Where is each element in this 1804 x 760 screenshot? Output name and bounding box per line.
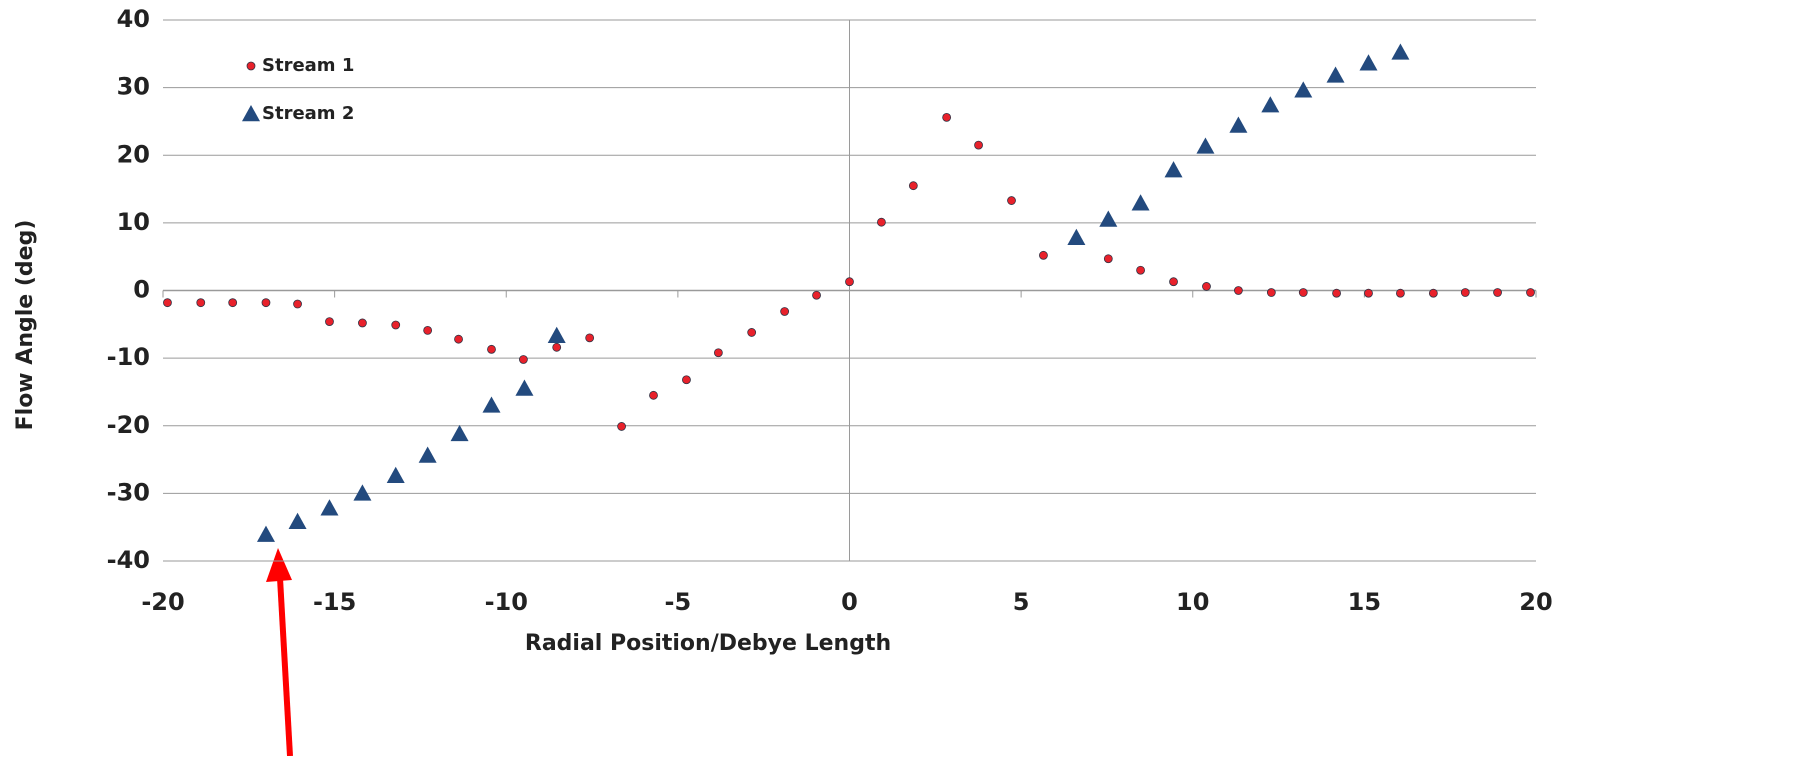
triangle-marker bbox=[547, 326, 566, 344]
circle-marker bbox=[487, 344, 496, 354]
triangle-marker bbox=[1294, 81, 1313, 98]
circle-marker bbox=[196, 298, 206, 308]
x-tick-label: 0 bbox=[841, 588, 858, 616]
x-tick-label: -10 bbox=[485, 588, 528, 616]
legend-entry: Stream 2 bbox=[262, 103, 354, 124]
triangle-marker bbox=[1261, 96, 1280, 113]
circle-marker bbox=[1396, 288, 1405, 298]
legend-marker bbox=[246, 61, 256, 71]
legend-entry: Stream 1 bbox=[262, 55, 354, 76]
y-tick-label: 30 bbox=[117, 73, 150, 101]
annotation-arrow bbox=[266, 548, 293, 757]
y-tick-label: -10 bbox=[107, 343, 150, 371]
circle-marker bbox=[1169, 277, 1178, 287]
triangle-marker bbox=[1131, 194, 1150, 211]
circle-marker bbox=[1234, 286, 1243, 295]
circle-marker bbox=[908, 181, 918, 191]
triangle-marker bbox=[1391, 43, 1410, 60]
circle-marker bbox=[163, 298, 172, 308]
triangle-marker bbox=[1067, 228, 1086, 245]
triangle-marker bbox=[1164, 161, 1183, 178]
triangle-marker bbox=[482, 396, 501, 413]
triangle-marker bbox=[1229, 116, 1248, 133]
circle-marker bbox=[1526, 288, 1535, 297]
circle-marker bbox=[812, 290, 821, 300]
circle-marker bbox=[780, 307, 790, 316]
triangle-marker bbox=[418, 446, 437, 463]
circle-marker bbox=[1364, 288, 1373, 298]
circle-marker bbox=[713, 348, 723, 358]
circle-marker bbox=[358, 318, 367, 328]
y-tick-label: 10 bbox=[117, 208, 150, 236]
x-tick-label: 15 bbox=[1348, 588, 1381, 616]
circle-marker bbox=[974, 140, 983, 150]
circle-marker bbox=[617, 422, 626, 431]
circle-marker bbox=[228, 298, 238, 308]
triangle-marker bbox=[1326, 66, 1345, 83]
triangle-marker bbox=[320, 499, 339, 516]
triangle-marker bbox=[1196, 137, 1215, 154]
circle-marker bbox=[1298, 288, 1308, 297]
circle-marker bbox=[423, 325, 433, 335]
triangle-marker bbox=[256, 525, 275, 542]
y-tick-label: 0 bbox=[133, 276, 150, 304]
y-tick-label: -40 bbox=[107, 546, 150, 574]
x-tick-label: -5 bbox=[665, 588, 692, 616]
triangle-marker bbox=[288, 512, 307, 529]
legend-label: Stream 1 bbox=[262, 55, 354, 76]
legend-label: Stream 2 bbox=[262, 103, 354, 124]
circle-marker bbox=[1103, 254, 1113, 264]
circle-marker bbox=[585, 333, 595, 343]
circle-marker bbox=[1493, 288, 1502, 297]
circle-marker bbox=[293, 299, 302, 309]
y-tick-label: 40 bbox=[117, 5, 150, 33]
circle-marker bbox=[1039, 250, 1048, 260]
circle-marker bbox=[519, 355, 528, 364]
circle-marker bbox=[1202, 282, 1211, 291]
circle-marker bbox=[454, 334, 463, 344]
x-tick-label: 20 bbox=[1519, 588, 1552, 616]
circle-marker bbox=[1007, 196, 1016, 205]
circle-marker bbox=[1460, 288, 1470, 297]
triangle-marker bbox=[450, 424, 469, 442]
circle-marker bbox=[325, 317, 334, 327]
y-tick-label: 20 bbox=[117, 140, 150, 168]
y-axis-title: Flow Angle (deg) bbox=[13, 220, 38, 431]
x-tick-label: 10 bbox=[1176, 588, 1209, 616]
x-axis-title: Radial Position/Debye Length bbox=[525, 631, 891, 656]
circle-marker bbox=[261, 298, 271, 308]
circle-marker bbox=[682, 375, 691, 385]
triangle-marker bbox=[1359, 54, 1378, 71]
circle-marker bbox=[1332, 288, 1341, 298]
x-tick-label: -20 bbox=[141, 588, 184, 616]
circle-marker bbox=[552, 342, 562, 352]
y-tick-label: -20 bbox=[107, 411, 150, 439]
legend-marker bbox=[242, 105, 260, 122]
x-tick-label: -15 bbox=[313, 588, 356, 616]
triangle-marker bbox=[1099, 210, 1118, 227]
y-tick-label: -30 bbox=[107, 478, 150, 506]
circle-marker bbox=[1136, 265, 1145, 275]
circle-marker bbox=[942, 112, 952, 122]
triangle-marker bbox=[386, 466, 405, 483]
circle-marker bbox=[1266, 288, 1276, 297]
circle-marker bbox=[1428, 288, 1438, 298]
circle-marker bbox=[845, 277, 854, 287]
circle-marker bbox=[747, 328, 757, 337]
triangle-marker bbox=[515, 379, 534, 396]
circle-marker bbox=[649, 390, 658, 400]
triangle-marker bbox=[353, 484, 372, 501]
circle-marker bbox=[391, 320, 401, 330]
x-tick-label: 5 bbox=[1013, 588, 1030, 616]
circle-marker bbox=[877, 217, 886, 227]
